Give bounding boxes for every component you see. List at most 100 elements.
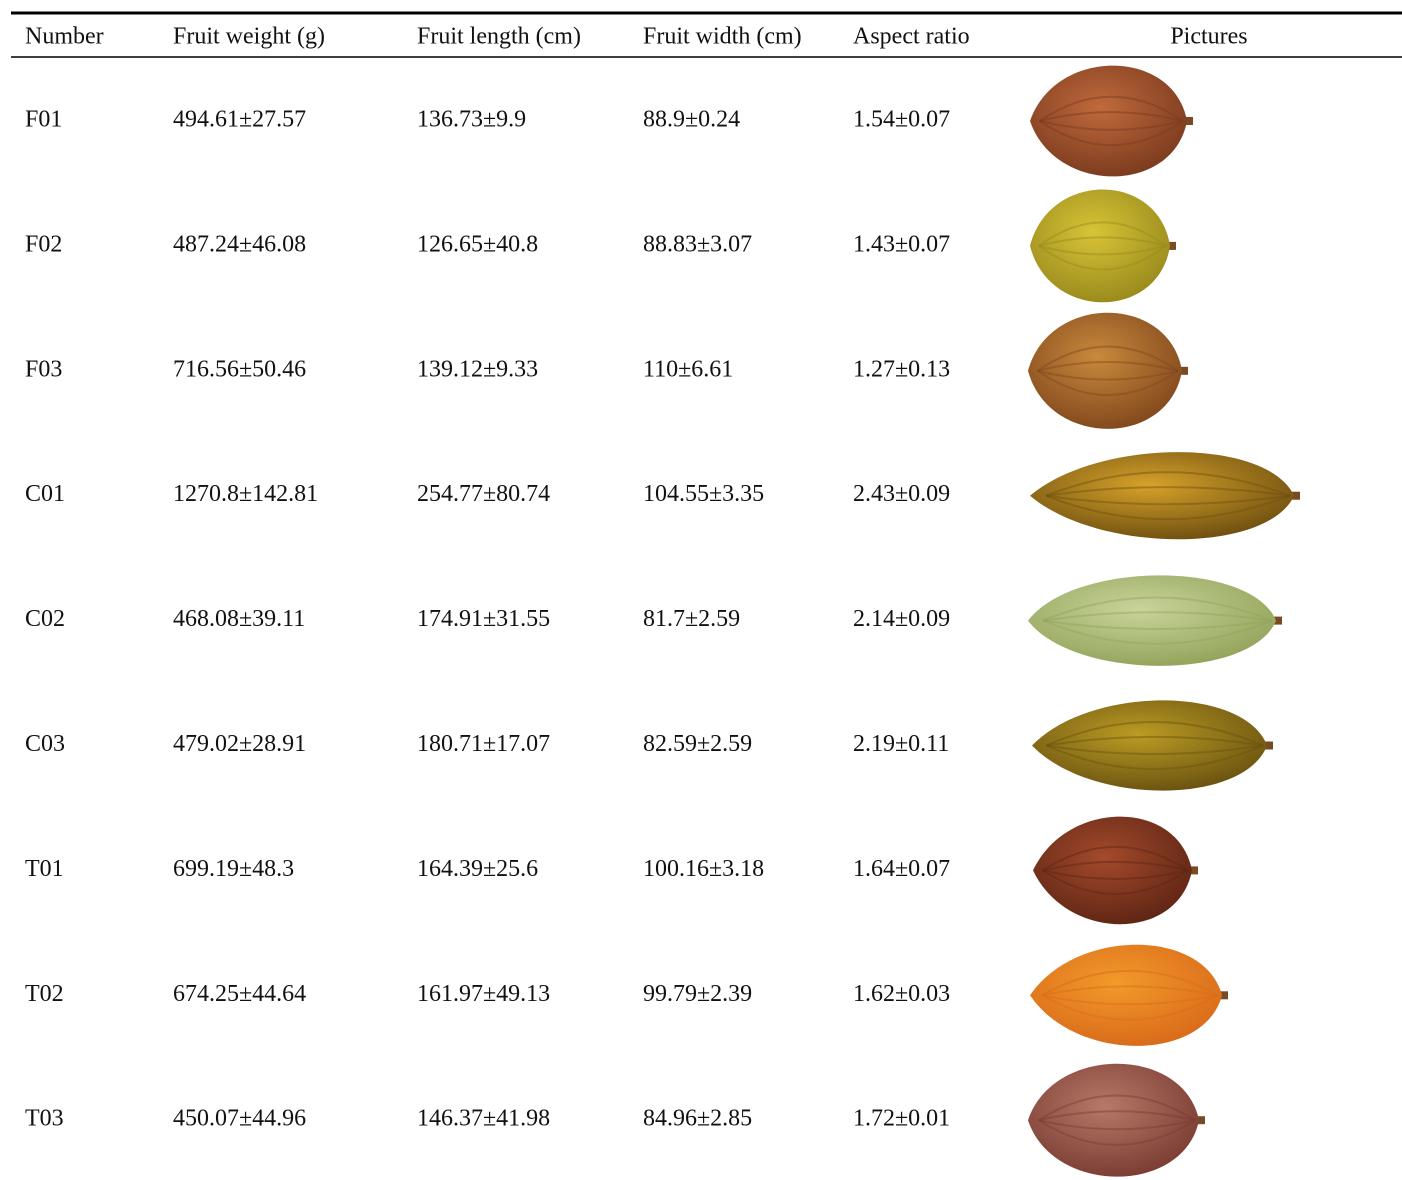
row-label: T03 [25, 1106, 64, 1132]
cell: 81.7±2.59 [643, 606, 740, 632]
pod-ridge [1041, 994, 1219, 1021]
cell: 1.72±0.01 [853, 1106, 950, 1132]
pod-ridge [1045, 494, 1291, 521]
header-cell: Aspect ratio [853, 24, 970, 50]
cell: 84.96±2.85 [643, 1106, 752, 1132]
pod-ridge [1039, 120, 1184, 131]
pod-stem [1274, 616, 1282, 625]
header-cell: Fruit weight (g) [173, 24, 325, 50]
cell: 1.27±0.13 [853, 356, 950, 382]
pod-ridge [1038, 245, 1167, 271]
row-label: C01 [25, 481, 65, 507]
pod-ridge [1046, 486, 1291, 497]
pod-ridge [1046, 744, 1264, 771]
cell: 126.65±40.8 [417, 231, 538, 257]
pod-ridge [1046, 744, 1264, 756]
pod [1030, 65, 1187, 177]
pod-ridge [1038, 244, 1167, 256]
cell: 699.19±48.3 [173, 856, 294, 882]
pod-ridge [1043, 611, 1273, 622]
cell: 1.64±0.07 [853, 856, 950, 882]
pod-ridge [1037, 369, 1179, 396]
pod-ridge [1038, 1110, 1196, 1122]
row-label: F01 [25, 107, 62, 133]
cell: 136.73±9.9 [417, 107, 526, 133]
cell: 1.54±0.07 [853, 107, 950, 133]
cell: 468.08±39.11 [173, 606, 305, 632]
pod-stem [1197, 1116, 1205, 1125]
cell: 1.43±0.07 [853, 231, 950, 257]
pod-ridge [1039, 111, 1184, 122]
header-cell: Fruit width (cm) [643, 24, 802, 50]
pod [1033, 816, 1192, 925]
cell: 487.24±46.08 [173, 231, 306, 257]
pod-ridge [1038, 1119, 1196, 1131]
pod [1030, 944, 1222, 1046]
pod-ridge [1043, 619, 1273, 630]
row-label: T02 [25, 981, 64, 1007]
cell: 88.9±0.24 [643, 107, 740, 133]
cell: 479.02±28.91 [173, 731, 306, 757]
pod-ridge [1046, 720, 1264, 747]
cell: 104.55±3.35 [643, 481, 764, 507]
pod [1030, 452, 1294, 540]
pod-ridge [1045, 471, 1291, 497]
cell: 674.25±44.64 [173, 981, 306, 1007]
pod-ridge [1042, 596, 1273, 622]
pod-ridge [1037, 345, 1179, 372]
cell: 82.59±2.59 [643, 731, 752, 757]
pod-ridge [1039, 120, 1184, 147]
pod-ridge [1041, 969, 1219, 997]
pictures [1028, 65, 1300, 1177]
pod [1028, 575, 1276, 666]
pod-stem [1185, 117, 1193, 125]
cell: 161.97±49.13 [417, 981, 550, 1007]
pod-ridge [1038, 1119, 1196, 1146]
pod-ridge [1042, 860, 1189, 872]
header-cell: Fruit length (cm) [417, 24, 581, 50]
pod-ridge [1037, 360, 1179, 372]
cell: 100.16±3.18 [643, 856, 764, 882]
cell: 146.37±41.98 [417, 1106, 550, 1132]
row-label: F02 [25, 231, 62, 257]
pod-ridge [1041, 985, 1219, 997]
pod-ridge [1037, 369, 1179, 381]
pod-ridge [1041, 994, 1219, 1006]
pod-ridge [1042, 619, 1273, 645]
cell: 164.39±25.6 [417, 856, 538, 882]
pod-ridge [1042, 869, 1189, 895]
header-cell: Pictures [1170, 24, 1247, 50]
cell: 2.43±0.09 [853, 481, 950, 507]
pod-stem [1292, 491, 1300, 500]
cell: 1.62±0.03 [853, 981, 950, 1007]
pod-ridge [1046, 735, 1264, 747]
pod-ridge [1038, 1094, 1196, 1122]
cell: 254.77±80.74 [417, 481, 550, 507]
row-label: C02 [25, 606, 65, 632]
row-label: T01 [25, 856, 64, 882]
row-label: F03 [25, 356, 62, 382]
pod-ridge [1046, 494, 1291, 506]
cell: 716.56±50.46 [173, 356, 306, 382]
cell: 139.12±9.33 [417, 356, 538, 382]
cell: 110±6.61 [643, 356, 733, 382]
pod-ridge [1042, 845, 1189, 872]
pod-stem [1265, 741, 1273, 750]
pod-stem [1220, 991, 1228, 1000]
pod [1028, 312, 1182, 429]
pod-ridge [1038, 221, 1167, 247]
pod [1028, 1063, 1199, 1177]
pod [1030, 189, 1170, 303]
pod-ridge [1039, 95, 1184, 122]
cell: 494.61±27.57 [173, 107, 306, 133]
pod-stem [1190, 866, 1198, 875]
header-cell: Number [25, 24, 104, 50]
cell: 2.14±0.09 [853, 606, 950, 632]
pod-stem [1180, 366, 1188, 375]
cell: 180.71±17.07 [417, 731, 550, 757]
pod-ridge [1042, 869, 1189, 880]
cell: 450.07±44.96 [173, 1106, 306, 1132]
pod-stem [1168, 241, 1176, 250]
cell: 2.19±0.11 [853, 731, 949, 757]
